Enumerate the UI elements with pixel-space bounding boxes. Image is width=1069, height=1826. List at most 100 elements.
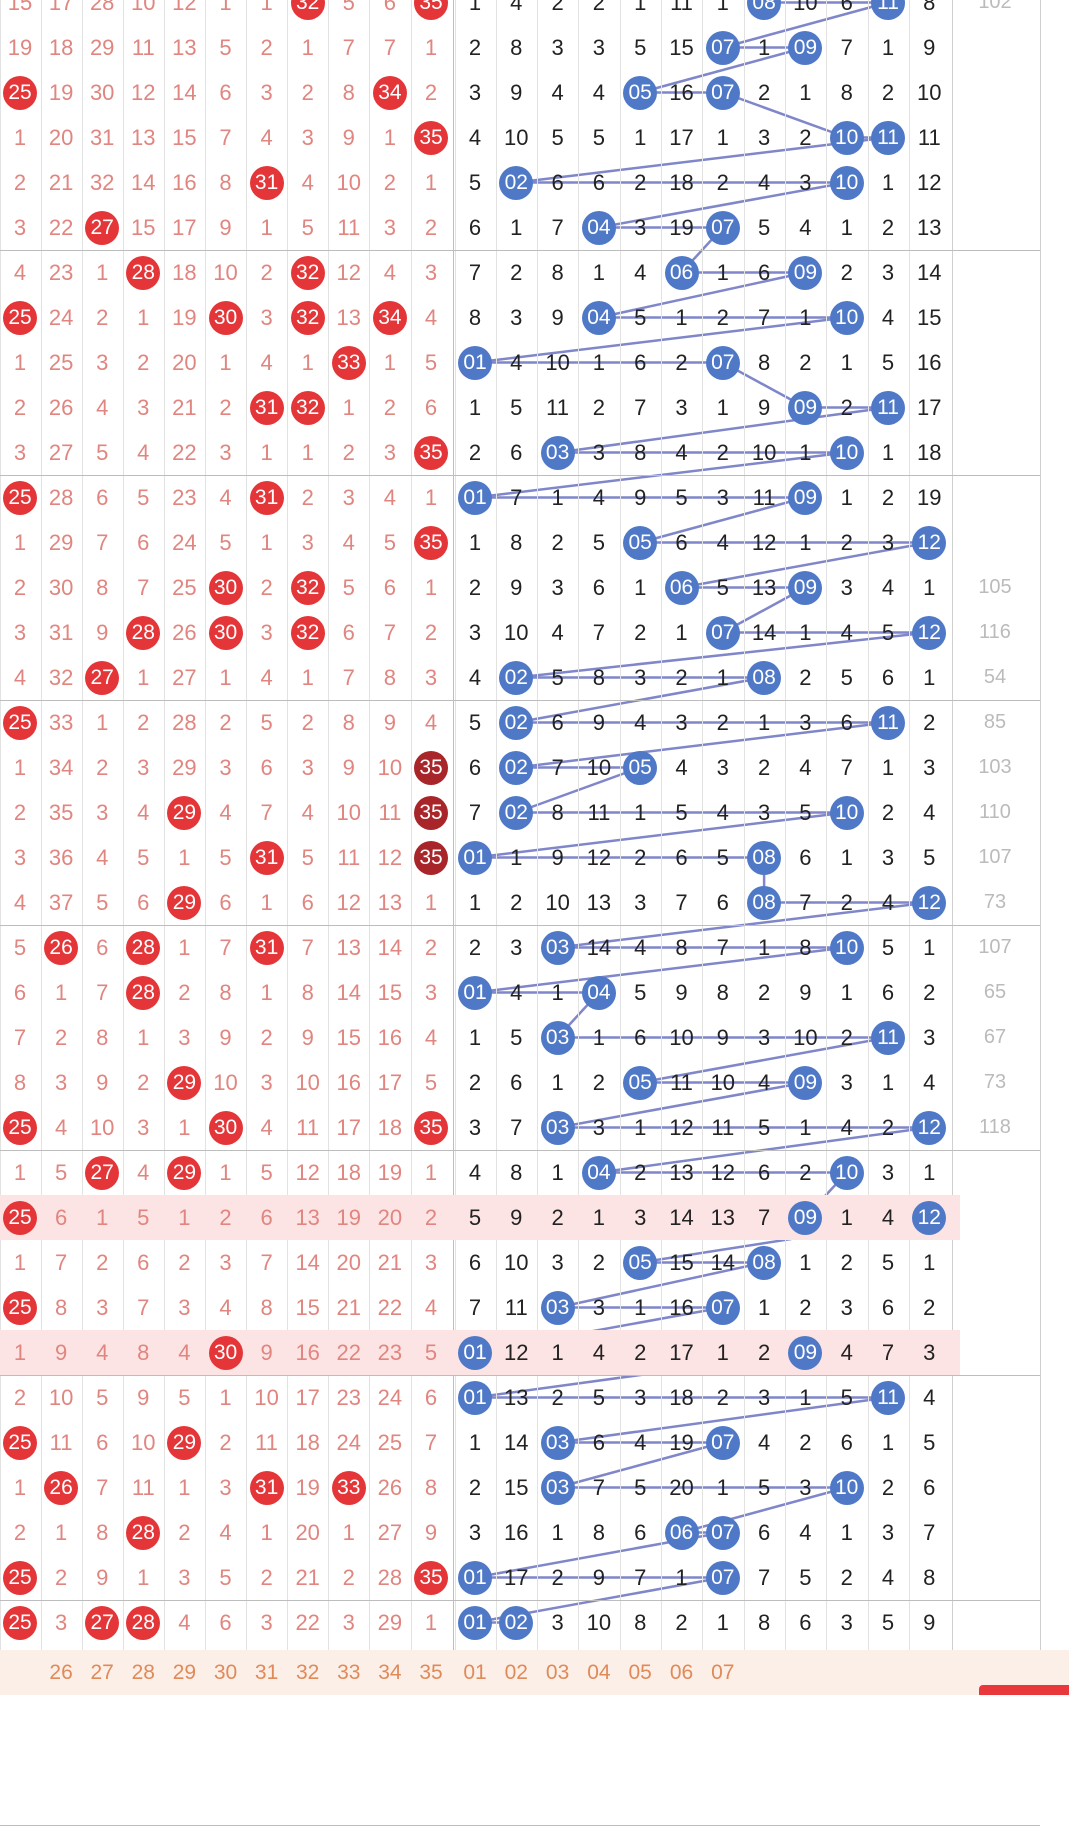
blue-miss-count: 6	[799, 1609, 812, 1635]
blue-miss-count: 8	[510, 34, 523, 60]
sum-value: 118	[979, 1116, 1011, 1138]
red-miss-count: 8	[96, 1519, 109, 1545]
red-miss-count: 4	[137, 439, 150, 465]
blue-miss-count: 7	[592, 1474, 606, 1500]
blue-ball-number: 02	[499, 750, 534, 785]
blue-miss-count: 17	[504, 1564, 529, 1590]
red-ball: 35	[411, 1105, 452, 1150]
red-miss-count: 24	[172, 529, 197, 555]
blue-miss-count: 3	[592, 1114, 606, 1140]
blue-miss-count: 1	[634, 799, 647, 825]
red-miss-count: 7	[137, 574, 150, 600]
red-ball-number: 35	[414, 1110, 448, 1145]
grid-line	[1040, 0, 1041, 1695]
red-miss-count: 3	[383, 214, 397, 240]
red-miss-count: 31	[48, 619, 74, 645]
red-miss-count: 4	[424, 1024, 438, 1050]
blue-miss-count: 1	[840, 1519, 853, 1545]
blue-ball: 10	[826, 160, 867, 205]
blue-miss-count: 3	[551, 34, 564, 60]
sum-value: 107	[978, 936, 1012, 958]
red-miss-count: 1	[96, 1204, 109, 1230]
blue-miss-count: 11	[546, 394, 570, 420]
red-miss-count: 5	[424, 349, 438, 375]
red-miss-count: 4	[383, 259, 397, 285]
blue-miss-count: 5	[634, 34, 647, 60]
blue-miss-count: 6	[510, 1069, 523, 1095]
red-miss-count: 2	[178, 1519, 191, 1545]
red-ball-number: 29	[167, 885, 202, 920]
red-miss-count: 2	[96, 1249, 109, 1275]
red-miss-count: 6	[260, 1204, 273, 1230]
red-ball-number: 31	[249, 480, 284, 515]
red-miss-count: 1	[301, 664, 314, 690]
blue-miss-count: 2	[881, 799, 895, 825]
red-ball: 31	[246, 385, 287, 430]
red-miss-count: 29	[377, 1609, 403, 1635]
red-miss-count: 20	[48, 124, 74, 150]
blue-miss-count: 1	[468, 1429, 482, 1455]
red-miss-count: 37	[48, 889, 74, 915]
blue-miss-count: 2	[840, 394, 853, 420]
blue-ball-number: 11	[871, 120, 905, 155]
blue-miss-count: 5	[757, 214, 771, 240]
blue-miss-count: 2	[510, 259, 523, 285]
blue-ball-number: 10	[829, 120, 864, 155]
blue-miss-count: 9	[634, 484, 647, 510]
sum-value: 116	[979, 621, 1011, 643]
blue-miss-count: 3	[757, 1384, 771, 1410]
red-miss-count: 2	[96, 304, 109, 330]
red-ball-number: 27	[85, 1155, 120, 1190]
blue-miss-count: 10	[545, 349, 570, 375]
blue-miss-count: 2	[468, 34, 482, 60]
blue-miss-count: 12	[751, 529, 777, 555]
sum-value	[970, 295, 1020, 340]
red-miss-count: 6	[96, 934, 109, 960]
blue-miss-count: 15	[669, 1249, 694, 1275]
red-miss-count: 7	[260, 799, 273, 825]
blue-miss-count: 5	[881, 934, 895, 960]
group-separator	[0, 250, 1040, 251]
red-miss-count: 2	[137, 1069, 150, 1095]
blue-miss-count: 1	[592, 349, 606, 375]
blue-miss-count: 1	[799, 529, 812, 555]
grid-line	[81, 0, 83, 1695]
blue-miss-count: 6	[757, 1159, 771, 1185]
blue-ball: 02	[496, 700, 537, 745]
blue-miss-count: 3	[716, 754, 729, 780]
red-miss-count: 24	[377, 1384, 403, 1410]
blue-miss-count: 4	[881, 574, 895, 600]
blue-ball: 03	[537, 430, 578, 475]
red-miss-count: 10	[377, 754, 403, 780]
red-miss-count: 9	[260, 1339, 273, 1365]
red-miss-count: 3	[424, 979, 438, 1005]
blue-miss-count: 6	[634, 349, 647, 375]
blue-ball-number: 04	[581, 210, 616, 245]
red-ball: 32	[287, 295, 328, 340]
blue-miss-count: 4	[468, 664, 482, 690]
blue-miss-count: 4	[881, 1564, 895, 1590]
blue-miss-count: 5	[757, 1114, 771, 1140]
footer-column-label: 02	[504, 1660, 528, 1684]
red-miss-count: 1	[424, 34, 438, 60]
blue-miss-count: 5	[923, 844, 936, 870]
red-ball: 30	[205, 295, 246, 340]
blue-miss-count: 6	[468, 1249, 482, 1275]
red-ball: 33	[328, 340, 369, 385]
blue-miss-count: 12	[917, 169, 942, 195]
blue-miss-count: 8	[923, 0, 936, 15]
blue-ball-number: 01	[458, 480, 492, 515]
red-miss-count: 21	[377, 1249, 403, 1275]
red-miss-count: 3	[301, 124, 314, 150]
grid-line	[495, 0, 497, 1695]
red-miss-count: 1	[137, 664, 150, 690]
red-miss-count: 1	[219, 349, 232, 375]
blue-miss-count: 1	[840, 214, 853, 240]
red-miss-count: 8	[342, 709, 355, 735]
red-ball-number: 35	[414, 525, 448, 560]
red-miss-count: 1	[178, 934, 191, 960]
blue-miss-count: 2	[799, 664, 812, 690]
blue-miss-count: 2	[634, 844, 647, 870]
grid-line	[826, 0, 828, 1695]
bottom-action-bar[interactable]	[979, 1685, 1069, 1695]
